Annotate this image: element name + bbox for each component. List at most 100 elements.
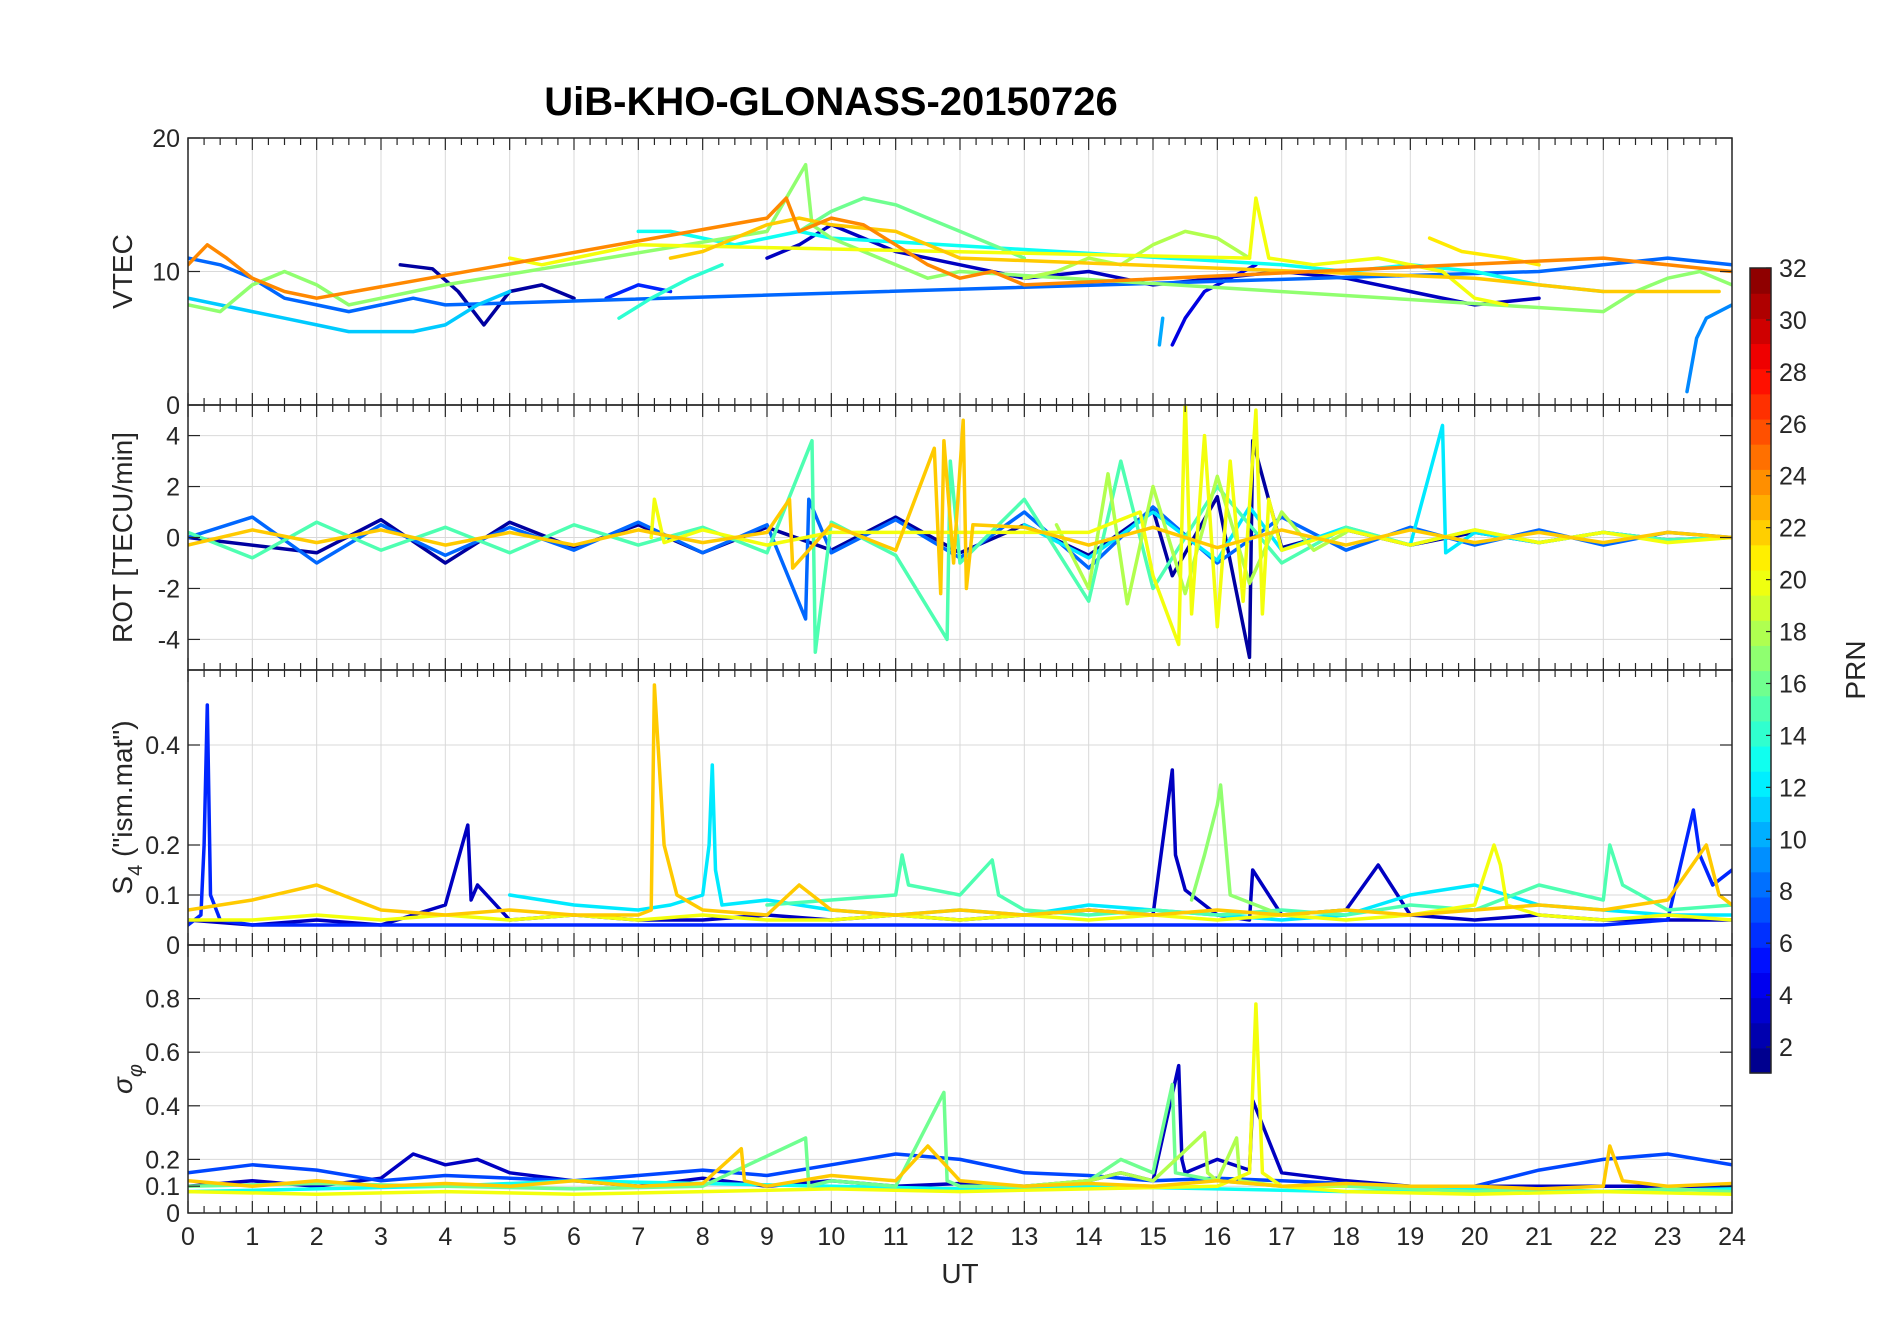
colorbar-tick-label: 2 (1779, 1034, 1793, 1062)
series-prn-3 (765, 223, 1541, 307)
series-prn-18 (1054, 472, 1348, 606)
y-tick-label: 0.4 (145, 732, 180, 760)
y-tick-label: 0.1 (145, 1173, 180, 1201)
y-tick-label: -2 (158, 575, 180, 603)
series-prn-17 (188, 162, 1732, 314)
colorbar-frame (1749, 267, 1772, 1074)
series-prn-10 (1157, 316, 1165, 347)
colorbar-tick-label: 30 (1779, 307, 1807, 335)
colorbar-segment (1750, 745, 1771, 772)
colorbar-segment (1750, 620, 1771, 646)
x-tick-label: 15 (1139, 1223, 1167, 1251)
y-axis-label-subscript: φ (125, 1064, 147, 1077)
x-tick-label: 21 (1525, 1223, 1553, 1251)
colorbar-tick-label: 22 (1779, 515, 1807, 543)
colorbar-segment (1750, 293, 1771, 319)
y-axis-label-base: σ (107, 1076, 138, 1094)
y-tick-label: 0.2 (145, 832, 180, 860)
colorbar-tick-label: 28 (1779, 359, 1807, 387)
colorbar-tick-label: 12 (1779, 774, 1807, 802)
x-tick-label: 20 (1461, 1223, 1489, 1251)
colorbar-segment (1750, 494, 1771, 521)
colorbar-tick-label: 32 (1779, 255, 1807, 283)
series-prn-22 (188, 1144, 1732, 1191)
series-prn-11 (188, 289, 512, 334)
colorbar-segment (1750, 268, 1771, 294)
colorbar-segment (1750, 343, 1771, 370)
panel-3: 0 0.1 0.2 0.4S4 ("ism.mat") (107, 669, 1733, 960)
x-tick-label: 18 (1332, 1223, 1360, 1251)
colorbar-segment (1750, 972, 1771, 999)
colorbar-tick-label: 16 (1779, 670, 1807, 698)
y-tick-label: 0.1 (145, 882, 180, 910)
x-tick-label: 22 (1589, 1223, 1617, 1251)
y-tick-label: 10 (152, 259, 180, 287)
colorbar-tick-label: 8 (1779, 878, 1793, 906)
series-prn-24 (188, 196, 1732, 300)
y-tick-label: 2 (166, 474, 180, 502)
x-tick-label: 6 (567, 1223, 581, 1251)
y-tick-label: 0.2 (145, 1146, 180, 1174)
colorbar-label: PRN (1840, 640, 1871, 699)
colorbar-tick-label: 6 (1779, 930, 1793, 958)
colorbar-tick-label: 18 (1779, 619, 1807, 647)
colorbar-segment (1750, 997, 1771, 1024)
colorbar-segment (1750, 444, 1771, 470)
series-prn-6 (604, 283, 673, 300)
panel-2: -4 -2 0 2 4 ROT [TECU/min] (107, 404, 1733, 671)
colorbar-tick-label: 20 (1779, 567, 1807, 595)
colorbar-segment (1750, 469, 1771, 496)
x-tick-label: 14 (1075, 1223, 1103, 1251)
series-prn-16 (797, 196, 1027, 260)
colorbar-tick-label: 24 (1779, 463, 1807, 491)
x-tick-label: 0 (181, 1223, 195, 1251)
colorbar-tick-label: 14 (1779, 722, 1807, 750)
colorbar-segment (1750, 393, 1771, 420)
x-tick-label: 23 (1654, 1223, 1682, 1251)
colorbar-segment (1750, 947, 1771, 973)
series-prn-9 (1685, 303, 1732, 394)
panel-1: 0 10 20 VTEC (107, 125, 1733, 420)
x-tick-label: 11 (883, 1223, 909, 1251)
y-tick-label: 0 (166, 932, 180, 960)
x-tick-label: 19 (1396, 1223, 1424, 1251)
colorbar-tick-label: 4 (1779, 982, 1793, 1010)
colorbar-segment (1750, 670, 1771, 697)
colorbar-segment (1750, 318, 1771, 345)
colorbar-segment (1750, 569, 1771, 596)
colorbar-segment (1750, 922, 1771, 948)
x-tick-label: 12 (946, 1223, 974, 1251)
x-tick-label: 24 (1718, 1223, 1746, 1251)
series-group (188, 162, 1732, 394)
y-tick-label: 0 (166, 392, 180, 420)
y-tick-label: 20 (152, 125, 180, 153)
y-axis-label-tail: ("ism.mat") (107, 720, 138, 864)
y-axis-label-subscript: 4 (125, 865, 147, 876)
colorbar-segment (1750, 645, 1771, 672)
x-tick-label: 17 (1268, 1223, 1296, 1251)
x-tick-label: 2 (310, 1223, 324, 1251)
series-prn-14 (617, 263, 724, 320)
y-axis-label: σφ (107, 1064, 147, 1094)
colorbar-segment (1750, 821, 1771, 848)
y-tick-label: 0 (166, 1200, 180, 1228)
colorbar-segment (1750, 1047, 1771, 1074)
grid (187, 670, 1733, 946)
y-tick-label: -4 (158, 626, 180, 654)
colorbar-segment (1750, 771, 1771, 797)
colorbar-segment (1750, 896, 1771, 923)
x-tick-label: 4 (438, 1223, 452, 1251)
colorbar-segment (1750, 1022, 1771, 1049)
x-tick-label: 5 (503, 1223, 517, 1251)
y-axis-label: ROT [TECU/min] (107, 432, 138, 643)
colorbar-segment (1750, 544, 1771, 571)
colorbar-segment (1750, 846, 1771, 873)
y-axis-label: S4 ("ism.mat") (107, 720, 147, 894)
series-prn-12 (507, 763, 1732, 922)
colorbar-segment (1750, 796, 1771, 823)
series-group (188, 683, 1732, 927)
series-prn-20 (188, 1002, 1732, 1196)
